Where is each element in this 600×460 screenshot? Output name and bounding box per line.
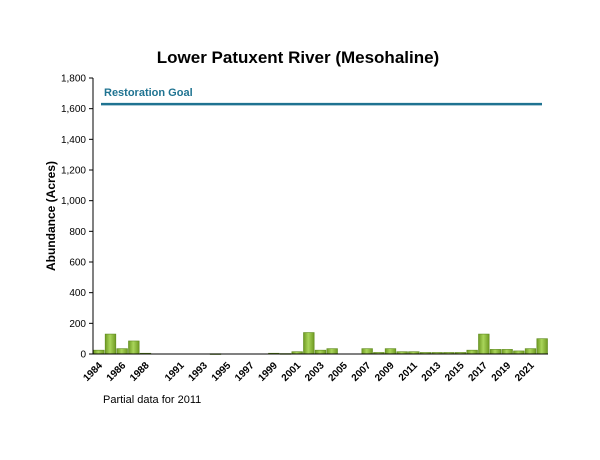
y-ticks: 0 200 400 600 800 1,000 1,200 1,400 1,600 1,800: [61, 74, 93, 361]
x-tick-label: 2009: [373, 360, 397, 384]
bar-2021: [524, 348, 537, 355]
bar-2016: [466, 349, 478, 355]
x-tick-label: 1999: [256, 360, 280, 384]
bar-2003: [314, 349, 327, 355]
x-tick-label: 2019: [490, 360, 514, 384]
bar-2017: [478, 333, 490, 355]
bar-1987: [128, 340, 140, 355]
x-tick-label: 1993: [186, 360, 210, 384]
bar-1984: [93, 349, 105, 355]
y-tick-label: 1,400: [61, 135, 86, 146]
x-tick-label: 1995: [210, 360, 234, 384]
x-ticks: 1984 1986 1988 1991 1993 1995 1997 1999 2001 2003…: [81, 360, 536, 384]
x-tick-label: 2011: [397, 360, 420, 383]
bar-1986: [116, 348, 128, 355]
bar-2022: [536, 338, 548, 355]
y-tick-label: 1,200: [61, 166, 86, 177]
bar-2004: [326, 348, 338, 355]
bar-2007: [361, 348, 373, 355]
y-tick-label: 1,800: [61, 74, 86, 85]
bar-1985: [104, 333, 117, 355]
x-tick-label: 2007: [350, 360, 374, 384]
x-tick-label: 1984: [81, 360, 105, 384]
bar-2019: [501, 349, 513, 355]
chart-title: Lower Patuxent River (Mesohaline): [157, 48, 439, 67]
y-tick-label: 600: [69, 258, 86, 269]
restoration-goal-label: Restoration Goal: [104, 87, 193, 99]
bar-2009: [384, 348, 397, 355]
partial-data-note: Partial data for 2011: [103, 394, 201, 406]
bars: [93, 332, 548, 355]
x-tick-label: 2015: [443, 360, 467, 384]
x-tick-label: 2013: [420, 360, 444, 384]
bar-2002: [303, 332, 315, 355]
x-tick-label: 1986: [105, 360, 129, 384]
bar-2018: [489, 349, 502, 355]
x-tick-label: 2001: [280, 360, 304, 384]
y-tick-label: 1,600: [61, 104, 86, 115]
x-tick-label: 1991: [163, 360, 187, 384]
y-tick-label: 200: [69, 319, 86, 330]
x-tick-label: 1997: [233, 360, 257, 384]
x-tick-label: 2003: [303, 360, 327, 384]
y-axis-label: Abundance (Acres): [44, 161, 58, 271]
x-tick-label: 1988: [128, 360, 152, 384]
y-tick-label: 800: [69, 227, 86, 238]
x-tick-label: 2005: [326, 360, 350, 384]
y-tick-label: 0: [80, 350, 86, 361]
y-tick-label: 1,000: [61, 196, 86, 207]
y-tick-label: 400: [69, 288, 86, 299]
x-tick-label: 2021: [513, 360, 537, 384]
x-tick-label: 2017: [466, 360, 490, 384]
